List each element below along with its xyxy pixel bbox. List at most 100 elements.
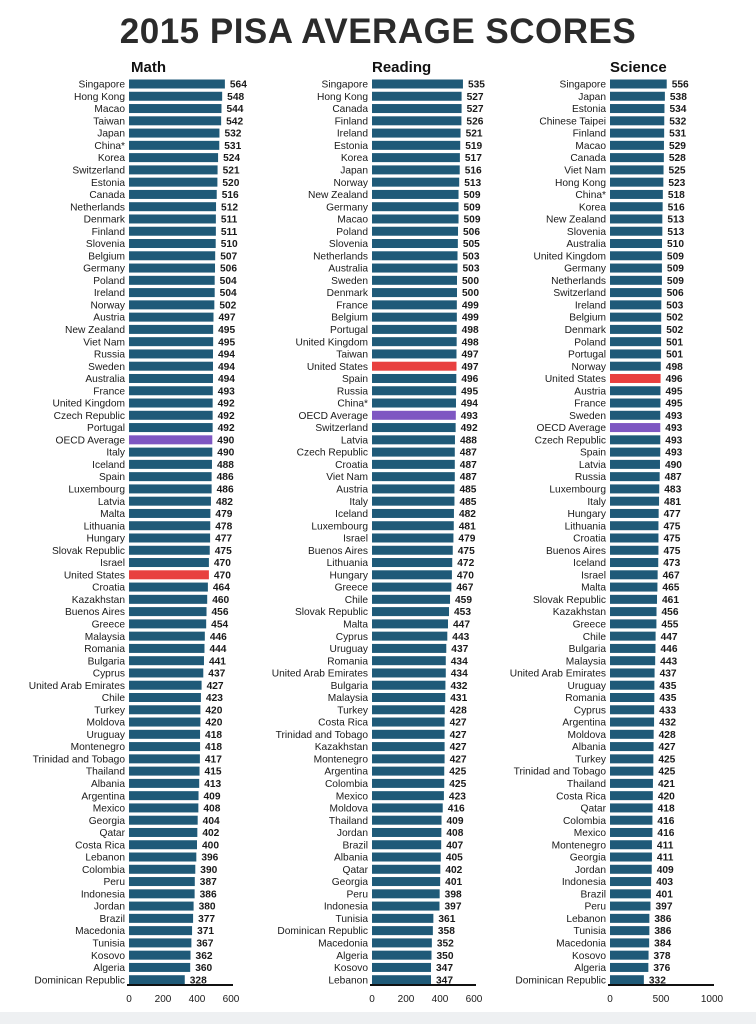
reading-category-label: Taiwan [336, 350, 368, 361]
math-value-label: 470 [214, 570, 231, 581]
reading-bar [372, 864, 441, 874]
science-category-label: Viet Nam [564, 165, 606, 176]
reading-value-label: 459 [455, 595, 472, 606]
science-category-label: Poland [574, 337, 606, 348]
math-category-label: Cyprus [93, 669, 125, 680]
reading-category-label: Uruguay [329, 644, 368, 655]
math-value-label: 367 [196, 939, 213, 950]
reading-bar [372, 128, 461, 138]
reading-bar [372, 177, 460, 187]
reading-category-label: Hungary [329, 570, 368, 581]
math-value-label: 486 [217, 485, 234, 496]
reading-category-label: United Kingdom [296, 337, 369, 348]
reading-bar [372, 226, 459, 236]
math-bar [129, 410, 213, 420]
math-value-label: 504 [220, 288, 237, 299]
reading-category-label: Canada [332, 104, 368, 115]
reading-bar [372, 680, 446, 690]
reading-category-label: Spain [342, 374, 368, 385]
science-category-label: Hong Kong [555, 178, 606, 189]
math-value-label: 371 [197, 926, 214, 937]
reading-value-label: 487 [460, 460, 477, 471]
science-value-label: 447 [661, 632, 678, 643]
science-bar [610, 742, 654, 752]
reading-value-label: 499 [462, 300, 479, 311]
science-value-label: 528 [669, 153, 686, 164]
reading-chart-title: Reading [372, 59, 431, 76]
science-category-label: Thailand [567, 779, 606, 790]
math-bar [129, 91, 223, 101]
math-bar [129, 570, 209, 580]
science-category-label: Iceland [573, 558, 606, 569]
science-category-label: Chile [583, 632, 607, 643]
science-value-label: 502 [666, 325, 683, 336]
science-category-label: United Arab Emirates [510, 669, 606, 680]
math-bar [129, 521, 211, 531]
reading-value-label: 493 [461, 411, 478, 422]
reading-category-label: OECD Average [299, 411, 369, 422]
reading-bar [372, 950, 432, 960]
reading-category-label: Jordan [337, 828, 368, 839]
reading-value-label: 526 [466, 116, 483, 127]
science-bar [610, 263, 662, 273]
reading-category-label: Israel [343, 534, 368, 545]
reading-bar [372, 373, 457, 383]
math-category-label: Kazakhstan [72, 595, 125, 606]
science-bar [610, 337, 662, 347]
math-category-label: China* [94, 141, 125, 152]
reading-bar [372, 239, 458, 249]
reading-category-label: Buenos Aires [308, 546, 368, 557]
math-category-label: Romania [84, 644, 125, 655]
reading-category-label: Finland [335, 116, 369, 127]
reading-category-label: Colombia [325, 779, 368, 790]
math-category-label: Indonesia [81, 889, 126, 900]
math-bar [129, 116, 222, 126]
science-bar [610, 484, 660, 494]
science-category-label: Cyprus [574, 705, 606, 716]
reading-bar [372, 938, 432, 948]
science-bar [610, 189, 663, 199]
science-bar [610, 680, 655, 690]
math-category-label: Chile [102, 693, 126, 704]
reading-category-label: Algeria [336, 951, 368, 962]
math-category-label: Norway [90, 300, 125, 311]
math-bar [129, 877, 195, 887]
reading-value-label: 517 [465, 153, 482, 164]
reading-value-label: 401 [445, 877, 462, 888]
reading-value-label: 453 [454, 607, 471, 618]
reading-category-label: Slovenia [329, 239, 368, 250]
reading-bar [372, 153, 460, 163]
science-category-label: Romania [565, 693, 606, 704]
science-bar [610, 423, 661, 433]
reading-category-label: United States [307, 362, 368, 373]
reading-category-label: Norway [333, 178, 368, 189]
science-bar [610, 705, 655, 715]
reading-category-label: Bulgaria [331, 681, 369, 692]
math-category-label: United Kingdom [53, 399, 126, 410]
reading-tick-label: 600 [466, 994, 483, 1005]
science-value-label: 493 [665, 411, 682, 422]
reading-bar [372, 656, 446, 666]
math-category-label: Austria [93, 313, 125, 324]
reading-value-label: 500 [462, 276, 479, 287]
math-value-label: 413 [204, 779, 221, 790]
reading-bar [372, 410, 456, 420]
math-bar [129, 214, 216, 224]
science-value-label: 403 [656, 877, 673, 888]
science-category-label: Argentina [562, 718, 606, 729]
reading-category-label: Croatia [335, 460, 368, 471]
science-value-label: 513 [667, 215, 684, 226]
reading-category-label: Kazakhstan [315, 742, 368, 753]
math-bar [129, 815, 198, 825]
science-value-label: 421 [658, 779, 675, 790]
math-category-label: Belgium [88, 251, 125, 262]
math-value-label: 494 [218, 374, 235, 385]
reading-bar [372, 508, 454, 518]
science-bar [610, 962, 649, 972]
math-bar [129, 827, 198, 837]
math-value-label: 532 [224, 129, 241, 140]
reading-bar [372, 275, 457, 285]
science-value-label: 446 [660, 644, 677, 655]
math-value-label: 418 [205, 730, 222, 741]
science-value-label: 493 [665, 435, 682, 446]
